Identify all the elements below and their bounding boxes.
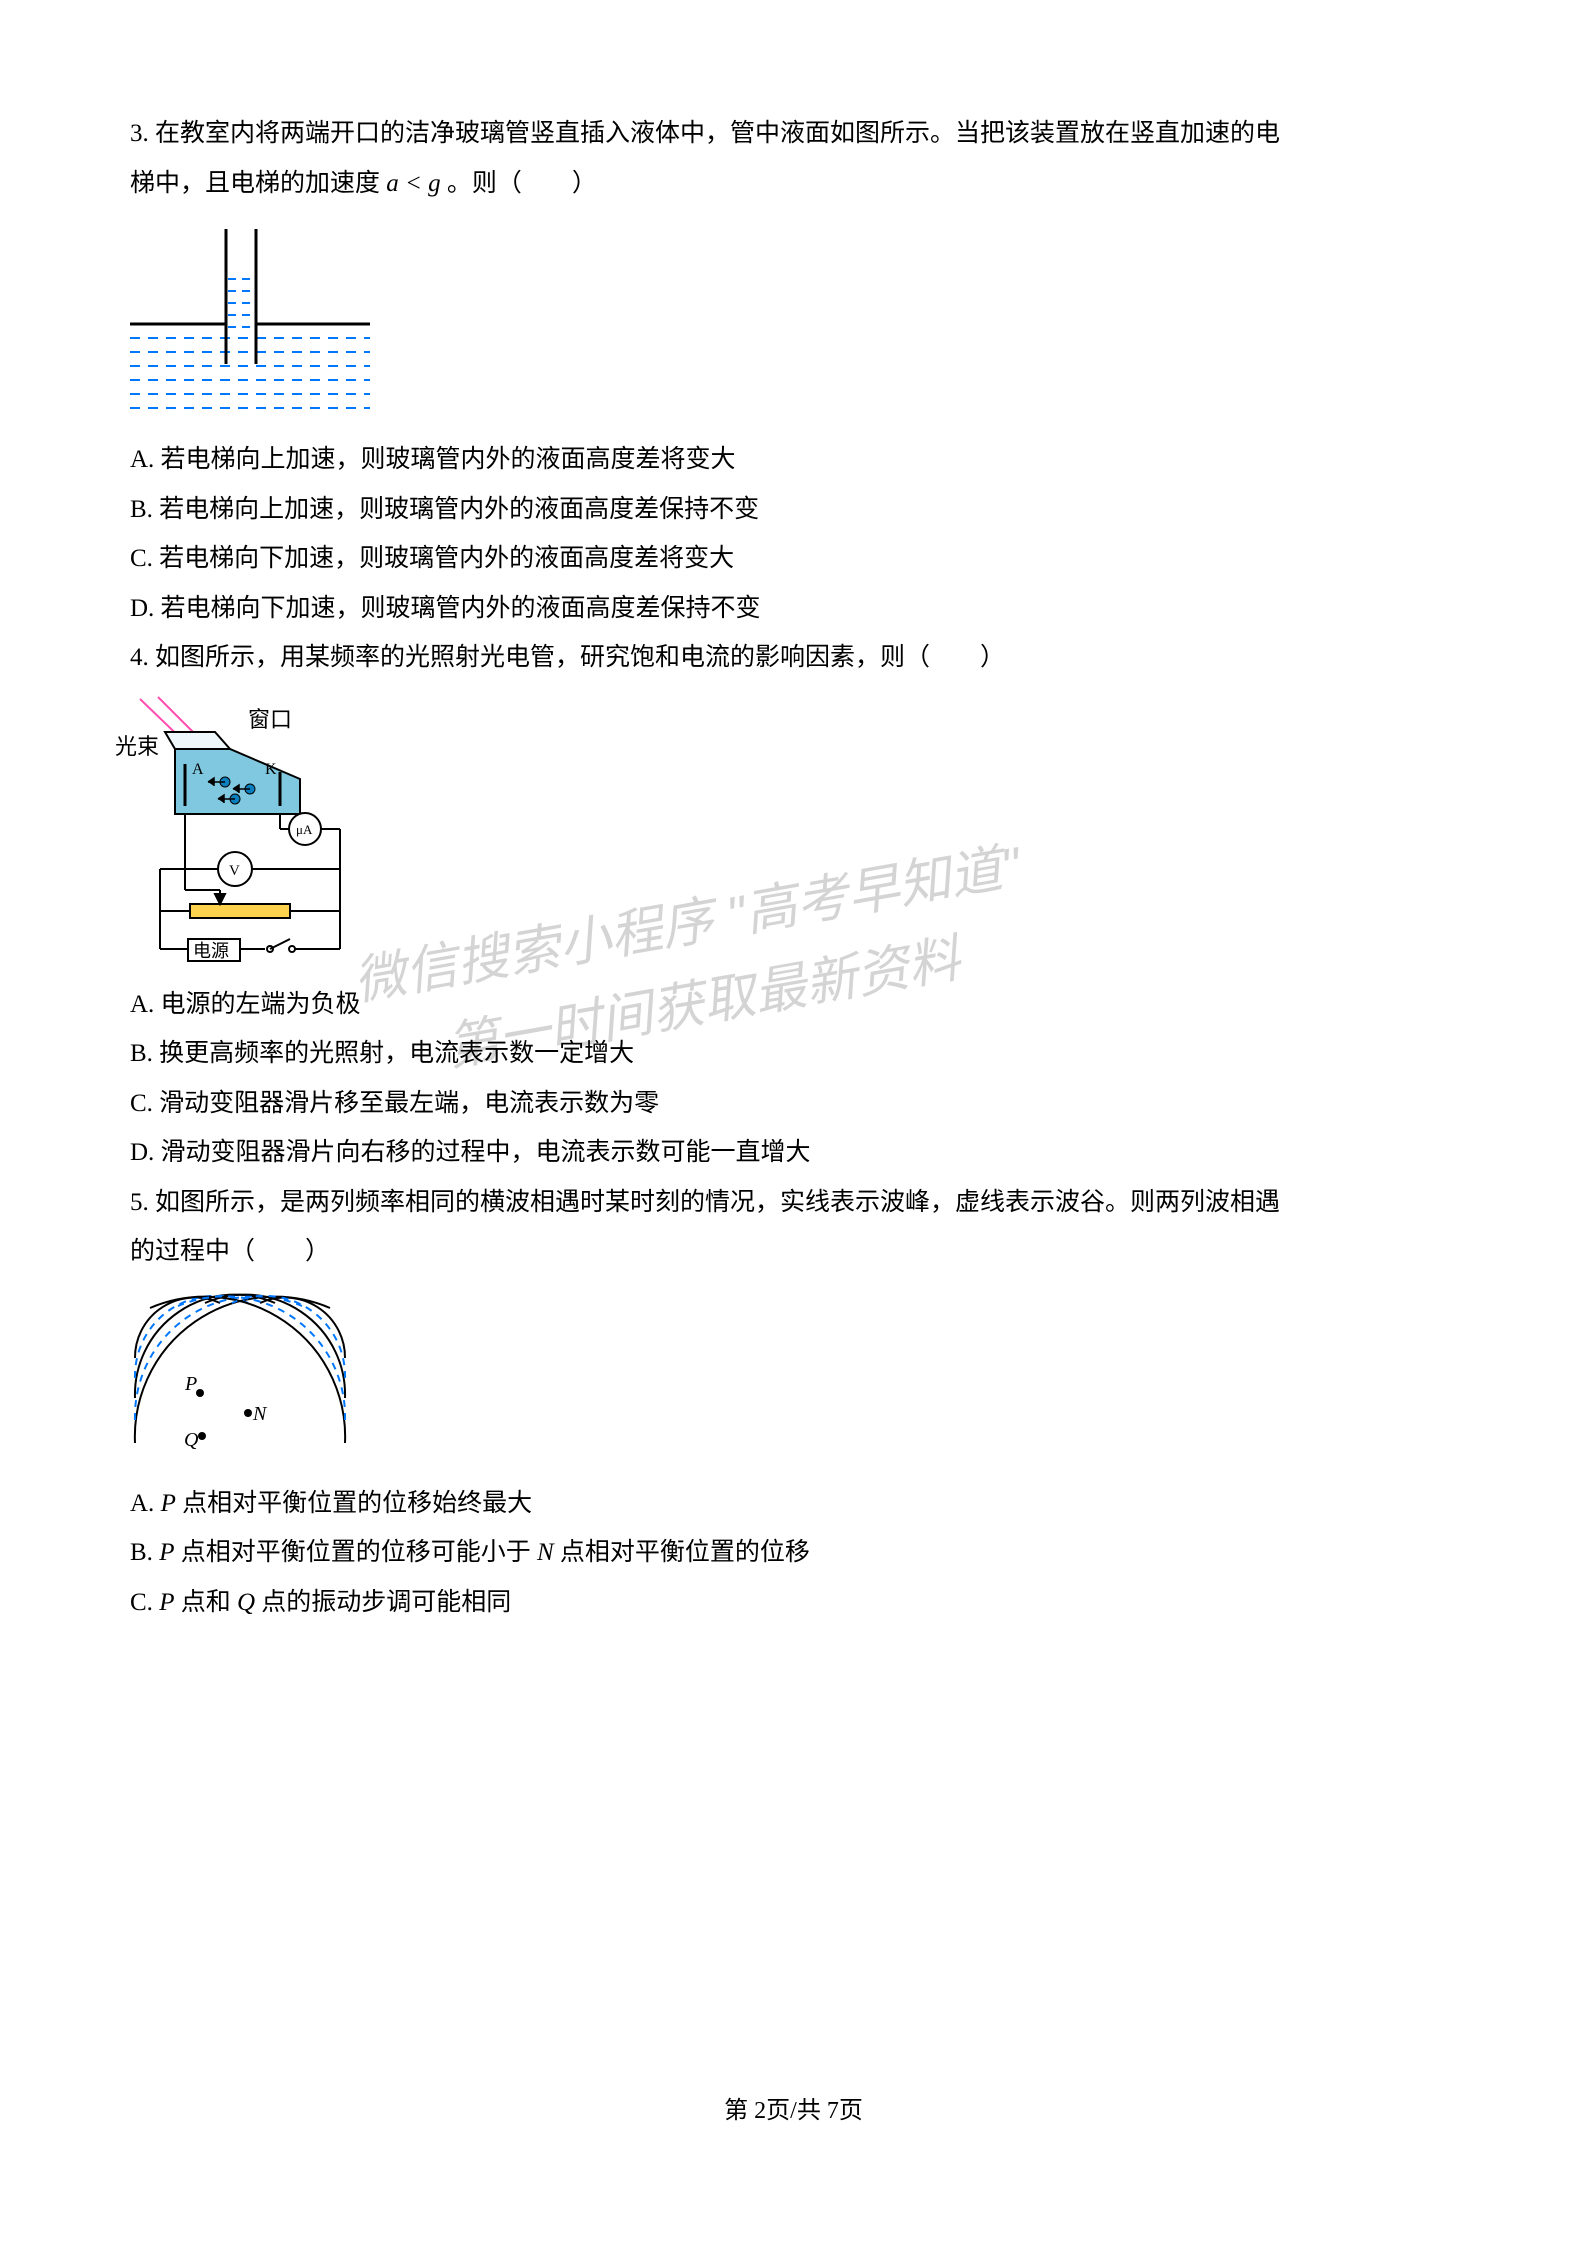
q5-stem-line1: 5. 如图所示，是两列频率相同的横波相遇时某时刻的情况，实线表示波峰，虚线表示波… <box>130 1179 1457 1227</box>
q5-opt-a: A. P 点相对平衡位置的位移始终最大 <box>130 1480 1457 1528</box>
q4-label-uA: μA <box>296 822 313 837</box>
q5-stem-line2: 的过程中（ ） <box>130 1228 1457 1276</box>
q4-label-window: 窗口 <box>248 702 292 734</box>
page-footer: 第 2页/共 7页 <box>0 2090 1587 2125</box>
q3-opt-a: A. 若电梯向上加速，则玻璃管内外的液面高度差将变大 <box>130 436 1457 484</box>
q3-var: a < g <box>386 170 440 197</box>
q4-opt-d: D. 滑动变阻器滑片向右移的过程中，电流表示数可能一直增大 <box>130 1129 1457 1177</box>
q4-label-K: K <box>265 761 277 778</box>
q3-figure <box>130 219 1457 424</box>
q4-stem: 4. 如图所示，用某频率的光照射光电管，研究饱和电流的影响因素，则（ ） <box>130 634 1457 682</box>
q3-opt-d: D. 若电梯向下加速，则玻璃管内外的液面高度差保持不变 <box>130 585 1457 633</box>
q4-opt-c: C. 滑动变阻器滑片移至最左端，电流表示数为零 <box>130 1080 1457 1128</box>
q4-figure: A K μA V 窗口 光束 电源 <box>130 694 1457 969</box>
q3-opt-b: B. 若电梯向上加速，则玻璃管内外的液面高度差保持不变 <box>130 486 1457 534</box>
svg-text:N: N <box>252 1403 268 1425</box>
q4-label-A: A <box>192 761 204 778</box>
q5-figure: P N Q <box>130 1288 1457 1468</box>
svg-text:P: P <box>184 1373 197 1395</box>
q3-stem-line2: 梯中，且电梯的加速度 a < g 。则（ ） <box>130 160 1457 208</box>
q4-label-light: 光束 <box>115 729 159 761</box>
q4-label-V: V <box>229 863 240 879</box>
q5-opt-c: C. P 点和 Q 点的振动步调可能相同 <box>130 1579 1457 1627</box>
q3-stem-line1: 3. 在教室内将两端开口的洁净玻璃管竖直插入液体中，管中液面如图所示。当把该装置… <box>130 110 1457 158</box>
q4-label-source: 电源 <box>193 937 229 963</box>
q5-opt-b: B. P 点相对平衡位置的位移可能小于 N 点相对平衡位置的位移 <box>130 1529 1457 1577</box>
svg-text:Q: Q <box>184 1429 199 1451</box>
q4-opt-b: B. 换更高频率的光照射，电流表示数一定增大 <box>130 1030 1457 1078</box>
q4-opt-a: A. 电源的左端为负极 <box>130 981 1457 1029</box>
q3-opt-c: C. 若电梯向下加速，则玻璃管内外的液面高度差将变大 <box>130 535 1457 583</box>
